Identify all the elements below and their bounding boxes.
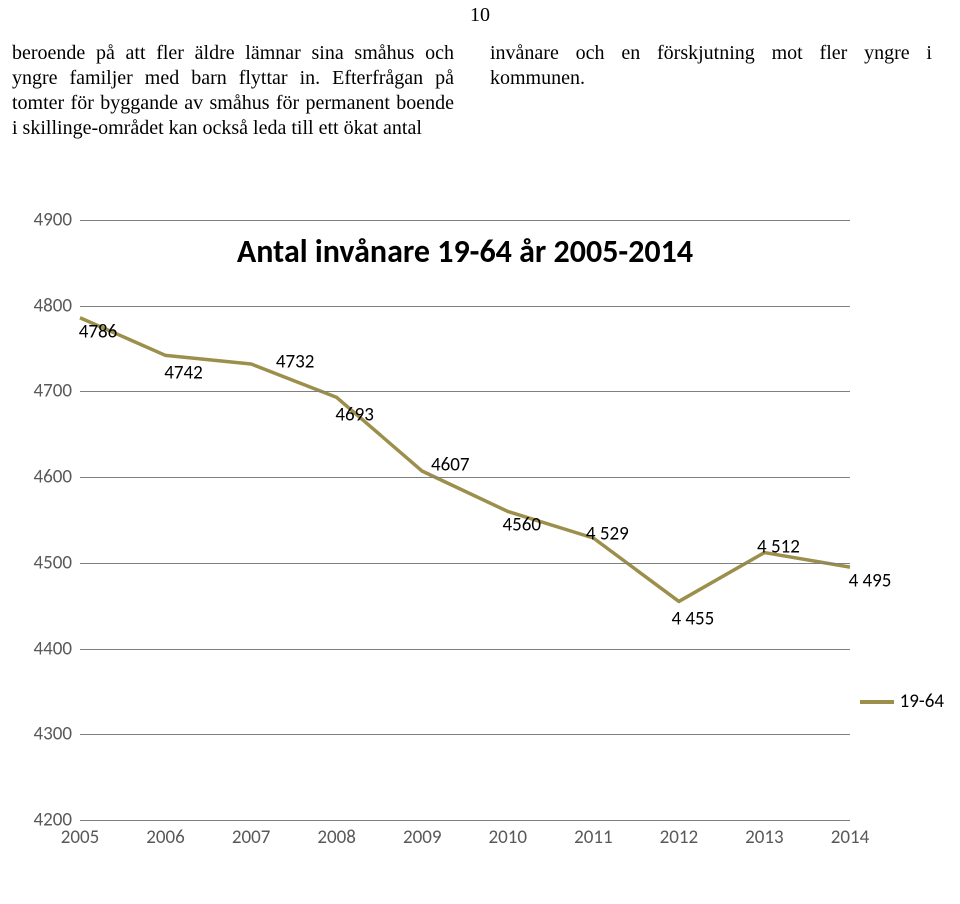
chart-gridline (80, 477, 850, 478)
chart-ytick-label: 4700 (33, 380, 72, 403)
chart-xtick-label: 2007 (232, 826, 271, 849)
body-col-right: invånare och en förskjutning mot fler yn… (490, 41, 932, 141)
chart-ytick-label: 4300 (33, 723, 72, 746)
chart-gridline (80, 220, 850, 221)
chart-legend: 19-64 (860, 690, 944, 713)
body-col-left: beroende på att fler äldre lämnar sina s… (12, 41, 454, 141)
page-number: 10 (0, 0, 960, 27)
legend-label: 19-64 (900, 690, 944, 713)
chart-xtick-label: 2009 (403, 826, 442, 849)
chart-data-label: 4742 (164, 362, 203, 385)
chart-xtick-label: 2011 (574, 826, 613, 849)
chart-data-label: 4 495 (849, 570, 892, 593)
legend-swatch (860, 700, 894, 704)
chart-data-label: 4 529 (586, 523, 629, 546)
chart-ytick-label: 4500 (33, 551, 72, 574)
chart-gridline (80, 820, 850, 821)
chart-ytick-label: 4400 (33, 637, 72, 660)
chart-ytick-label: 4800 (33, 294, 72, 317)
chart-xtick-label: 2012 (660, 826, 699, 849)
chart-data-label: 4 455 (671, 608, 714, 631)
chart-data-label: 4 512 (757, 535, 800, 558)
chart-data-label: 4560 (503, 514, 542, 537)
chart-xtick-label: 2006 (146, 826, 185, 849)
chart-xtick-label: 2014 (831, 826, 870, 849)
chart-gridline (80, 734, 850, 735)
chart-gridline (80, 649, 850, 650)
chart-data-label: 4786 (79, 320, 118, 343)
chart-gridline (80, 391, 850, 392)
chart-gridline (80, 563, 850, 564)
body-text: beroende på att fler äldre lämnar sina s… (0, 27, 960, 141)
chart-data-label: 4607 (431, 454, 470, 477)
chart-xtick-label: 2010 (489, 826, 528, 849)
chart-data-label: 4693 (335, 404, 374, 427)
chart-xtick-label: 2013 (745, 826, 784, 849)
chart-xtick-label: 2005 (61, 826, 100, 849)
chart-series-line (80, 220, 850, 820)
inhabitants-chart: Antal invånare 19-64 år 2005-2014 420043… (10, 210, 950, 900)
chart-ytick-label: 4900 (33, 209, 72, 232)
chart-data-label: 4732 (276, 351, 315, 374)
chart-xtick-label: 2008 (317, 826, 356, 849)
chart-gridline (80, 306, 850, 307)
chart-ytick-label: 4600 (33, 466, 72, 489)
